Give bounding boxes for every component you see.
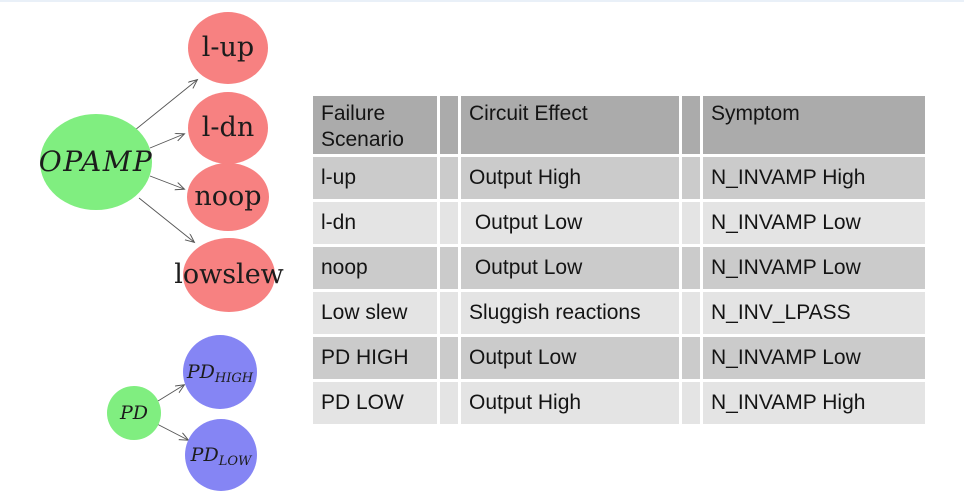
edge-opamp-lowslew [138,197,194,242]
pdlow-label-subscript: LOW [218,454,253,469]
table-row: PD HIGH Output Low N_INVAMP Low [313,336,925,379]
cell-scenario: PD LOW [313,381,437,424]
header-spacer-cell [440,96,458,154]
failure-scenario-table: Failure Scenario Circuit Effect Symptom … [310,93,928,427]
spacer-cell [440,291,458,334]
cell-effect: Output Low [461,246,679,289]
spacer-cell [682,381,700,424]
lup-node-label: l-up [202,32,254,63]
edge-opamp-ldn [149,134,184,149]
spacer-cell [440,246,458,289]
pd-node [107,386,161,440]
cell-scenario: PD HIGH [313,336,437,379]
spacer-cell [440,381,458,424]
cell-symptom: N_INVAMP Low [703,336,925,379]
pdhigh-label-base: PD [186,361,215,383]
ldn-node-label: l-dn [202,112,254,143]
spacer-cell [682,246,700,289]
noop-node [187,163,269,231]
lowslew-node-label: lowslew [174,259,284,290]
opamp-tree-edges [134,80,197,242]
table-row: PD LOW Output High N_INVAMP High [313,381,925,424]
opamp-node-label: OPAMP [39,145,153,178]
noop-node-label: noop [194,181,261,212]
spacer-cell [682,156,700,199]
ldn-node [188,92,268,164]
cell-symptom: N_INVAMP Low [703,201,925,244]
spacer-cell [440,336,458,379]
cell-scenario: Low slew [313,291,437,334]
edge-pd-pdlow [156,423,188,440]
table-row: noop Output Low N_INVAMP Low [313,246,925,289]
pdhigh-node [183,335,257,409]
header-spacer-cell [682,96,700,154]
table-header-row: Failure Scenario Circuit Effect Symptom [313,96,925,154]
table-row: Low slew Sluggish reactions N_INV_LPASS [313,291,925,334]
spacer-cell [440,156,458,199]
header-cell-failure-scenario: Failure Scenario [313,96,437,154]
table-row: l-dn Output Low N_INVAMP Low [313,201,925,244]
edge-opamp-noop [149,175,184,189]
lowslew-node [183,238,275,312]
cell-symptom: N_INVAMP High [703,381,925,424]
pdhigh-label-subscript: HIGH [214,371,254,386]
edge-pd-pdhigh [157,385,184,402]
cell-scenario: l-dn [313,201,437,244]
cell-symptom: N_INV_LPASS [703,291,925,334]
spacer-cell [682,291,700,334]
lup-node [188,12,268,84]
cell-symptom: N_INVAMP High [703,156,925,199]
spacer-cell [682,201,700,244]
cell-scenario: noop [313,246,437,289]
pdlow-node [185,419,257,491]
pd-node-label: PD [119,402,148,424]
pd-tree-edges [156,385,188,440]
cell-effect: Output High [461,156,679,199]
cell-effect: Sluggish reactions [461,291,679,334]
opamp-node [40,114,152,210]
pdhigh-node-label: PDHIGH [186,361,254,386]
edge-opamp-lup [134,80,197,131]
cell-effect: Output Low [461,201,679,244]
header-cell-symptom: Symptom [703,96,925,154]
cell-symptom: N_INVAMP Low [703,246,925,289]
spacer-cell [682,336,700,379]
pdlow-node-label: PDLOW [190,444,253,469]
table-row: l-up Output High N_INVAMP High [313,156,925,199]
cell-effect: Output High [461,381,679,424]
header-cell-circuit-effect: Circuit Effect [461,96,679,154]
spacer-cell [440,201,458,244]
top-edge-strip [0,0,964,2]
cell-effect: Output Low [461,336,679,379]
cell-scenario: l-up [313,156,437,199]
pdlow-label-base: PD [190,444,219,466]
